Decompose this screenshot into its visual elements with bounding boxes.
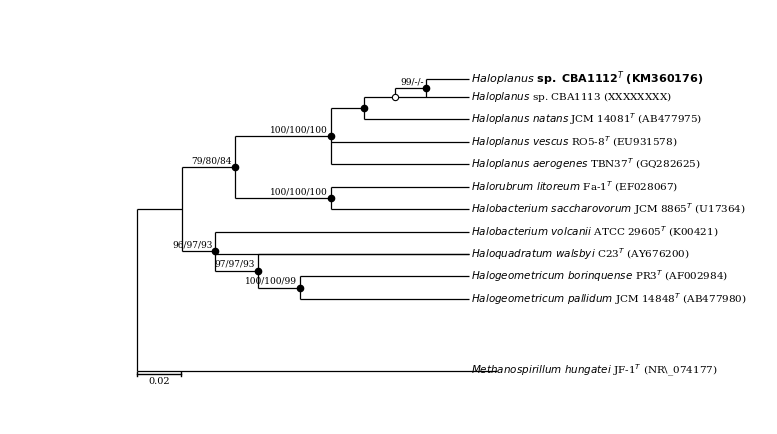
Text: 100/100/99: 100/100/99 xyxy=(245,277,297,286)
Text: $\it{Haloplanus\ aerogenes}$ TBN37$^T$ (GQ282625): $\it{Haloplanus\ aerogenes}$ TBN37$^T$ (… xyxy=(472,156,702,172)
Text: 0.02: 0.02 xyxy=(148,377,169,386)
Text: $\it{Methanospirillum\ hungatei}$ JF-1$^T$ (NR\_074177): $\it{Methanospirillum\ hungatei}$ JF-1$^… xyxy=(472,362,718,378)
Text: $\it{Haloplanus\ natans}$ JCM 14081$^T$ (AB477975): $\it{Haloplanus\ natans}$ JCM 14081$^T$ … xyxy=(472,112,702,127)
Text: 96/97/93: 96/97/93 xyxy=(172,240,212,250)
Text: 79/80/84: 79/80/84 xyxy=(192,156,232,165)
Text: $\it{Haloplanus\ vescus}$ RO5-8$^T$ (EU931578): $\it{Haloplanus\ vescus}$ RO5-8$^T$ (EU9… xyxy=(472,134,678,150)
Text: $\it{Halobacterium\ volcanii}$ ATCC 29605$^T$ (K00421): $\it{Halobacterium\ volcanii}$ ATCC 2960… xyxy=(472,224,719,239)
Text: 100/100/100: 100/100/100 xyxy=(270,125,328,135)
Text: 97/97/93: 97/97/93 xyxy=(214,260,255,269)
Text: $\it{Haloquadratum\ walsbyi}$ C23$^T$ (AY676200): $\it{Haloquadratum\ walsbyi}$ C23$^T$ (A… xyxy=(472,246,690,262)
Text: $\it{Halorubrum\ litoreum}$ Fa-1$^T$ (EF028067): $\it{Halorubrum\ litoreum}$ Fa-1$^T$ (EF… xyxy=(472,179,679,194)
Text: $\it{Halobacterium\ saccharovorum}$ JCM 8865$^T$ (U17364): $\it{Halobacterium\ saccharovorum}$ JCM … xyxy=(472,201,746,217)
Text: 100/100/100: 100/100/100 xyxy=(270,187,328,196)
Text: $\mathbf{\it{Haloplanus}}$ $\mathbf{sp.\ CBA1112}$$^T$ $\mathbf{(KM360176)}$: $\mathbf{\it{Haloplanus}}$ $\mathbf{sp.\… xyxy=(472,70,704,88)
Text: $\it{Halogeometricum\ pallidum}$ JCM 14848$^T$ (AB477980): $\it{Halogeometricum\ pallidum}$ JCM 148… xyxy=(472,291,747,307)
Text: $\it{Haloplanus}$ sp. CBA1113 (XXXXXXXX): $\it{Haloplanus}$ sp. CBA1113 (XXXXXXXX) xyxy=(472,90,672,104)
Text: $\it{Halogeometricum\ borinquense}$ PR3$^T$ (AF002984): $\it{Halogeometricum\ borinquense}$ PR3$… xyxy=(472,269,729,284)
Text: 99/-/-: 99/-/- xyxy=(400,77,423,86)
